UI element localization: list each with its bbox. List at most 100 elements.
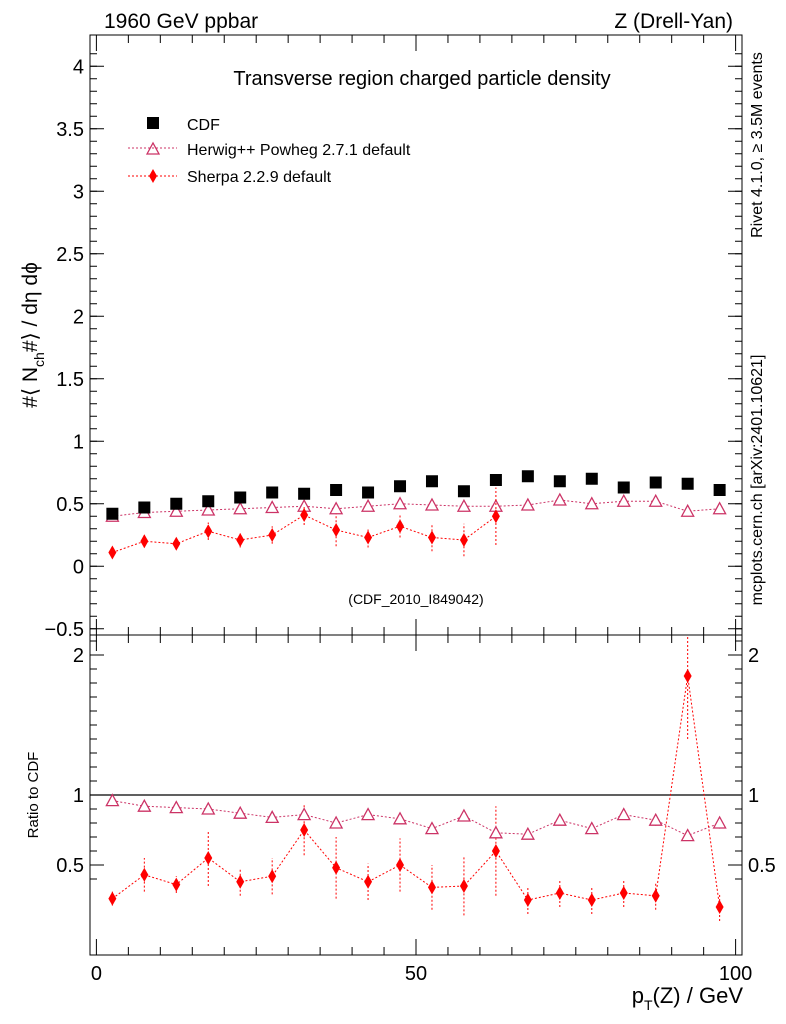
herwig-point (712, 501, 727, 515)
ratio-ytick-label-right: 1 (748, 785, 759, 807)
ratio-sherpa-point (459, 879, 468, 893)
main-ytick-label: −0.5 (45, 619, 84, 641)
ratio-herwig-line (112, 800, 720, 837)
ratio-ytick-label-right: 2 (748, 645, 759, 667)
cdf-point (649, 476, 662, 489)
ratio-herwig-point (233, 805, 248, 819)
main-ytick-label: 0.5 (56, 494, 84, 516)
legend-sherpa-marker (149, 169, 157, 183)
header-left: 1960 GeV ppbar (104, 10, 258, 33)
main-axes: −0.5 0 0.5 1 1.5 2 2.5 3 3.5 4 (45, 35, 742, 641)
ratio-ytick-label: 2 (73, 645, 84, 667)
ratio-sherpa-point (204, 851, 213, 865)
herwig-point (616, 493, 631, 507)
cdf-point (425, 475, 438, 488)
ratio-sherpa-point (523, 893, 532, 907)
main-ytick-label: 4 (73, 56, 84, 78)
cdf-point (457, 485, 470, 498)
cdf-point (362, 486, 375, 499)
ylabel-sub: ch (31, 352, 47, 367)
xlabel: pT(Z) / GeV (632, 983, 744, 1013)
ratio-herwig-point (201, 801, 216, 815)
sherpa-point (108, 545, 117, 560)
ratio-herwig-point (712, 815, 727, 829)
ratio-sherpa-point (332, 860, 341, 875)
cdf-point (489, 474, 502, 486)
ratio-herwig-point (137, 798, 152, 812)
herwig-point (456, 498, 472, 512)
main-ylabel: #⟨ Nch#⟩ / dη dϕ (19, 262, 47, 408)
legend: CDF Herwig++ Powheg 2.7.1 default Sherpa… (128, 117, 411, 186)
cdf-point (266, 486, 279, 499)
rivet-label: Rivet 4.1.0, ≥ 3.5M events (749, 52, 766, 238)
sherpa-point (236, 533, 245, 547)
ratio-sherpa-point (236, 874, 245, 889)
ratio-sherpa-point (108, 891, 117, 906)
sherpa-point (332, 523, 341, 537)
sherpa-point (268, 528, 277, 542)
legend-herwig-label: Herwig++ Powheg 2.7.1 default (187, 142, 411, 159)
sherpa-point (396, 519, 405, 534)
herwig-point (552, 492, 567, 506)
ratio-sherpa-point (268, 869, 277, 884)
herwig-point (424, 497, 440, 511)
ratio-herwig-point (520, 826, 535, 840)
cdf-point (394, 480, 407, 493)
main-panel: Transverse region charged particle densi… (19, 34, 743, 641)
main-ytick-label: 0 (73, 556, 84, 578)
xlabel-sub: T (644, 997, 653, 1013)
xlabel-part-b: (Z) / GeV (653, 983, 744, 1008)
sherpa-point (459, 533, 468, 547)
ratio-sherpa-point (427, 880, 436, 895)
cdf-point (234, 491, 247, 504)
herwig-line (112, 499, 720, 517)
ratio-sherpa-point (364, 874, 373, 889)
ratio-sherpa-point (172, 877, 181, 892)
ratio-sherpa-point (555, 886, 564, 900)
ratio-herwig-point (424, 821, 440, 835)
mcplots-label: mcplots.cern.ch [arXiv:2401.10621] (749, 355, 766, 606)
cdf-point (521, 470, 534, 483)
herwig-point (201, 502, 216, 516)
ratio-herwig-point (265, 810, 280, 824)
ratio-marks (105, 635, 727, 921)
main-ytick-label: 1 (73, 431, 84, 453)
ratio-xtick-label: 50 (405, 963, 427, 985)
ylabel-part-a: #⟨ N (19, 367, 42, 408)
chart-title: Transverse region charged particle densi… (233, 68, 610, 90)
cdf-point (713, 484, 726, 496)
herwig-point (169, 503, 184, 517)
herwig-point (520, 497, 535, 511)
ratio-ytick-label-right: 0.5 (748, 855, 776, 877)
ratio-panel: Ratio to CDF pT(Z) / GeV 0 50 100 0.5 0.5 1 1 2… (25, 634, 776, 1013)
herwig-point (392, 496, 408, 510)
herwig-point (233, 501, 248, 515)
cdf-point (617, 481, 630, 494)
ratio-sherpa-point (587, 893, 596, 907)
main-ytick-label: 3.5 (56, 119, 84, 141)
ratio-xtick-label: 0 (91, 963, 102, 985)
ratio-herwig-point (648, 812, 663, 826)
herwig-point (265, 500, 280, 514)
ratio-herwig-point (680, 828, 695, 842)
legend-cdf-label: CDF (187, 117, 220, 134)
herwig-point (648, 493, 663, 507)
ratio-herwig-point (297, 807, 312, 821)
ratio-herwig-point (360, 807, 376, 821)
ratio-xtick-label: 100 (719, 963, 752, 985)
ratio-herwig-point (488, 825, 503, 839)
ratio-herwig-point (456, 808, 472, 822)
cdf-point (106, 507, 119, 520)
sherpa-point (364, 530, 373, 545)
herwig-point (680, 503, 695, 517)
legend-cdf-marker (147, 117, 159, 129)
xlabel-part-a: p (632, 983, 644, 1008)
ratio-sherpa-point (683, 669, 692, 683)
cdf-point (138, 501, 151, 514)
sherpa-point (204, 524, 213, 539)
ratio-herwig-point (169, 800, 184, 814)
ratio-sherpa-point (491, 844, 500, 858)
herwig-point (584, 496, 599, 510)
analysis-label: (CDF_2010_I849042) (348, 591, 483, 607)
